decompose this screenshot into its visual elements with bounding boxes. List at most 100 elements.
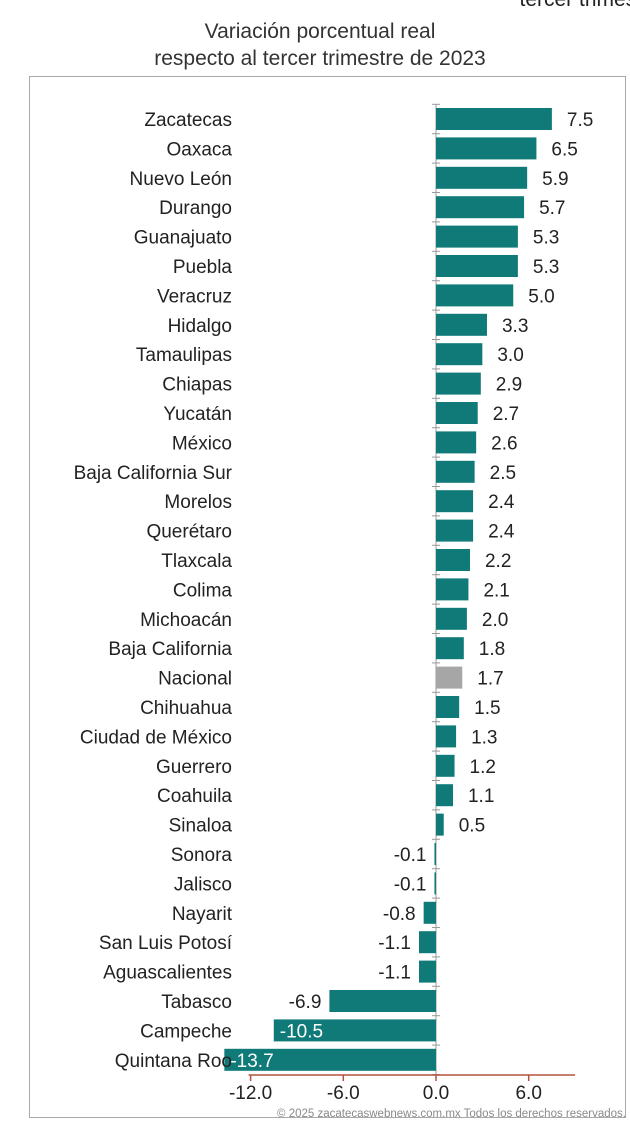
chart-frame — [29, 76, 626, 1118]
value-label: 6.5 — [551, 139, 577, 160]
bar — [436, 549, 470, 571]
value-label: -0.8 — [383, 904, 416, 925]
category-label: Baja California Sur — [74, 463, 233, 484]
bar — [436, 813, 444, 836]
category-label: Querétaro — [146, 522, 232, 543]
value-label: 5.3 — [533, 228, 559, 249]
category-label: Sonora — [171, 845, 233, 866]
category-label: Tamaulipas — [136, 345, 232, 366]
category-label: Nacional — [158, 669, 232, 690]
category-label: Oaxaca — [167, 139, 233, 160]
bar — [436, 402, 478, 424]
category-label: Quintana Roo — [115, 1051, 232, 1072]
category-label: Durango — [159, 198, 232, 219]
category-label: Chihuahua — [140, 698, 232, 719]
bar — [419, 960, 436, 983]
value-label: -1.1 — [378, 963, 411, 984]
category-label: México — [172, 433, 232, 454]
category-label: Guanajuato — [134, 228, 232, 249]
bar — [436, 460, 475, 483]
bar — [436, 490, 474, 513]
value-label: 3.0 — [497, 345, 523, 366]
bar — [436, 637, 464, 660]
watermark: © 2025 zacatecaswebnews.com.mx Todos los… — [277, 1108, 626, 1120]
category-label: Veracruz — [157, 286, 232, 307]
bar — [436, 108, 552, 130]
category-label: Baja California — [108, 639, 232, 660]
value-label: 1.8 — [479, 639, 505, 660]
value-label: 7.5 — [567, 110, 593, 131]
value-label: 2.6 — [491, 433, 517, 454]
category-label: Jalisco — [174, 874, 232, 895]
corner-text-fragment: tercer trimest — [519, 0, 630, 12]
category-label: Nayarit — [172, 904, 233, 925]
value-label: 2.2 — [485, 551, 511, 572]
category-label: Hidalgo — [168, 316, 232, 337]
value-label: 3.3 — [502, 316, 528, 337]
bar — [436, 431, 477, 454]
bar — [436, 725, 457, 748]
category-label: Puebla — [173, 257, 233, 278]
category-label: Colima — [173, 580, 233, 601]
value-label: 5.3 — [533, 257, 559, 278]
value-label: 1.2 — [470, 757, 496, 778]
x-tick-label: 6.0 — [515, 1083, 541, 1104]
value-label: 5.9 — [542, 169, 568, 190]
value-label: 1.7 — [477, 669, 503, 690]
bar — [436, 372, 481, 395]
chart-title: Variación porcentual real — [204, 20, 436, 43]
value-label: 2.9 — [496, 375, 522, 396]
value-label: 1.1 — [468, 786, 494, 807]
bar — [436, 666, 463, 689]
value-label: -10.5 — [280, 1021, 323, 1042]
bar — [329, 990, 436, 1012]
category-label: Sinaloa — [169, 816, 233, 837]
bar — [423, 901, 436, 924]
value-label: 2.7 — [493, 404, 519, 425]
bar — [436, 343, 483, 366]
chart-subtitle: respecto al tercer trimestre de 2023 — [154, 47, 486, 70]
bar — [436, 784, 453, 807]
value-label: 5.7 — [539, 198, 565, 219]
bar — [436, 137, 537, 160]
bar — [436, 607, 467, 630]
bar — [434, 872, 436, 895]
value-label: -6.9 — [289, 992, 322, 1013]
category-label: Ciudad de México — [80, 727, 232, 748]
bar — [436, 196, 525, 219]
bar — [273, 1019, 436, 1042]
value-label: -13.7 — [230, 1051, 273, 1072]
category-label: San Luis Potosí — [99, 933, 233, 954]
category-label: Tlaxcala — [161, 551, 232, 572]
value-label: -0.1 — [394, 874, 427, 895]
category-label: Guerrero — [156, 757, 232, 778]
value-label: -1.1 — [378, 933, 411, 954]
category-label: Zacatecas — [144, 110, 232, 131]
bar — [224, 1048, 436, 1071]
bar — [436, 696, 460, 718]
value-label: 0.5 — [459, 816, 485, 837]
value-label: 2.1 — [483, 580, 509, 601]
x-tick-label: 0.0 — [423, 1083, 449, 1104]
bar — [436, 166, 528, 189]
category-label: Tabasco — [161, 992, 232, 1013]
bar — [436, 284, 514, 307]
value-label: 1.3 — [471, 727, 497, 748]
value-label: 5.0 — [528, 286, 554, 307]
category-label: Campeche — [140, 1021, 232, 1042]
category-label: Michoacán — [140, 610, 232, 631]
category-label: Chiapas — [162, 375, 232, 396]
category-label: Aguascalientes — [103, 963, 232, 984]
bar — [436, 578, 469, 601]
bar — [434, 843, 436, 865]
value-label: 2.0 — [482, 610, 508, 631]
bar — [436, 255, 518, 277]
bar — [436, 313, 487, 336]
category-label: Nuevo León — [130, 169, 232, 190]
bar — [419, 931, 436, 954]
value-label: 2.5 — [490, 463, 516, 484]
bar — [436, 754, 455, 777]
value-label: 2.4 — [488, 492, 515, 513]
category-label: Yucatán — [163, 404, 232, 425]
